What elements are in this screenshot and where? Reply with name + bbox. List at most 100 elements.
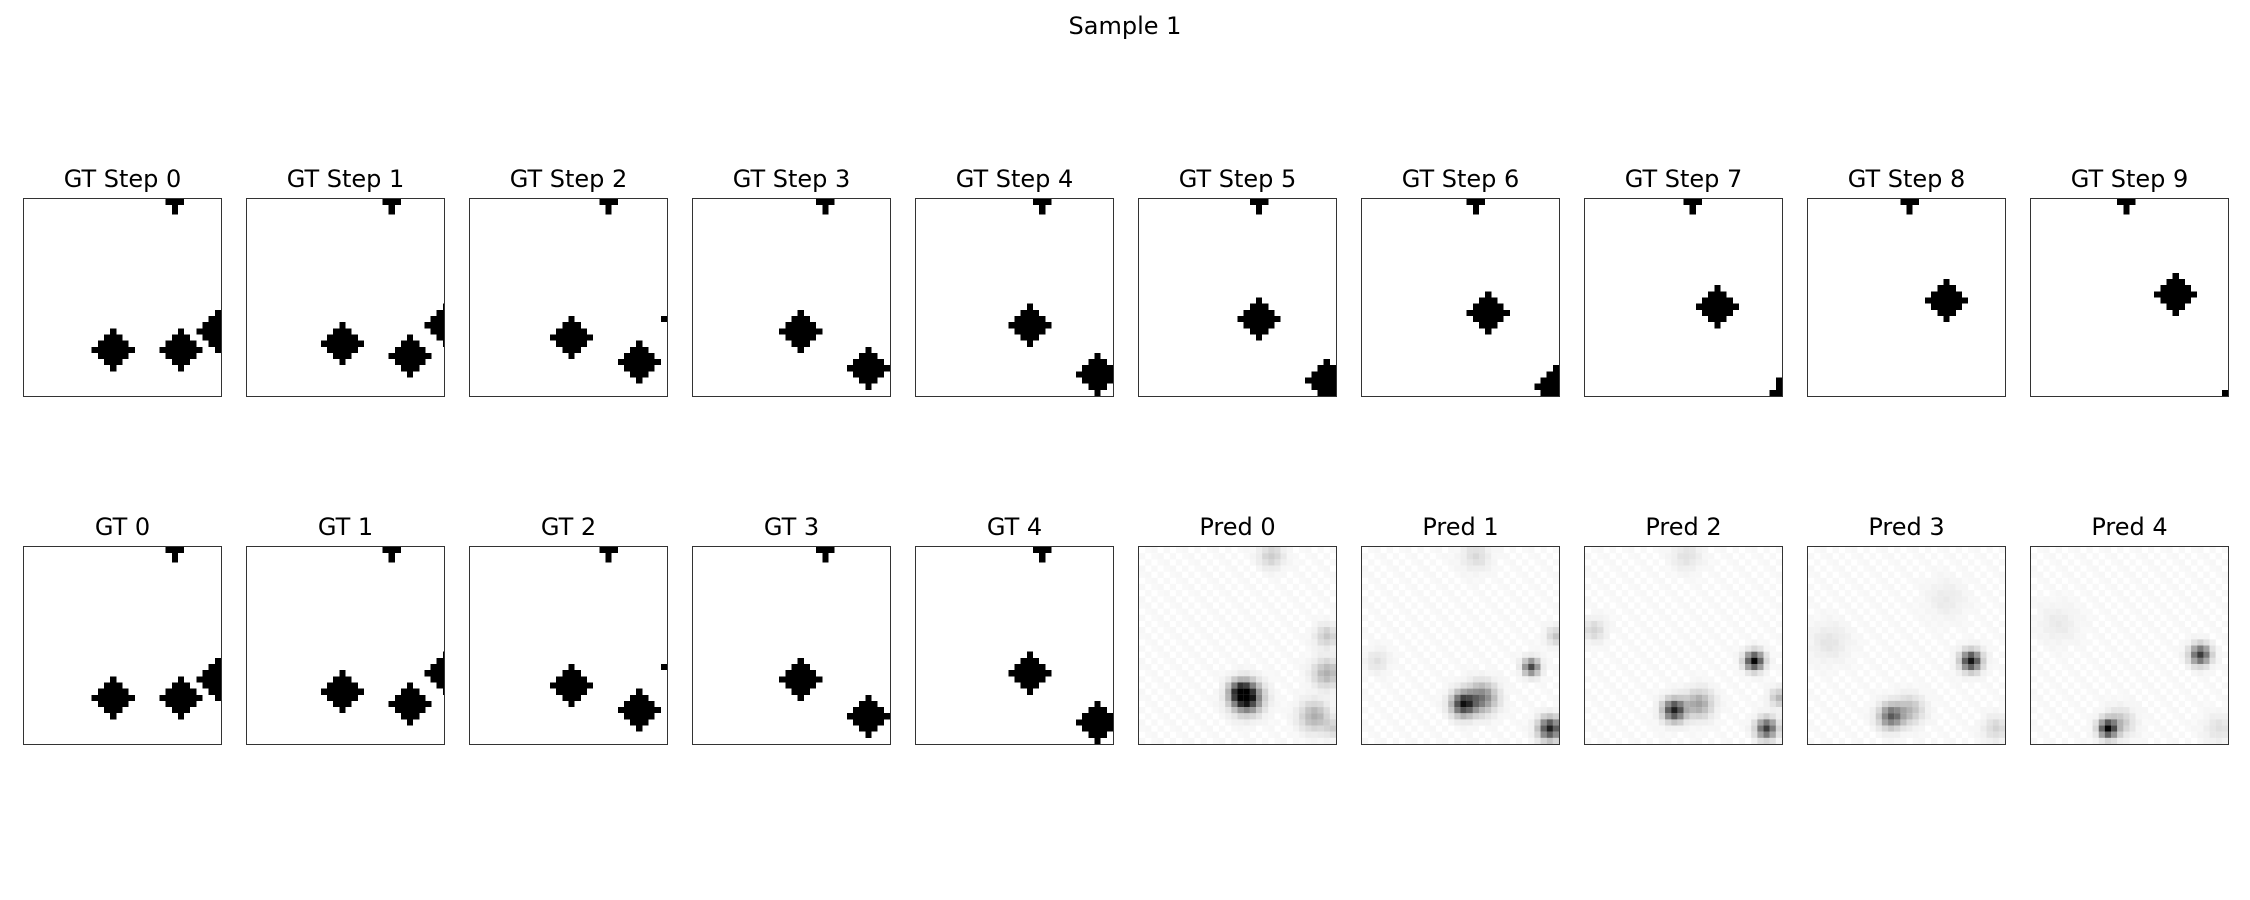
shape-diamond (320, 670, 364, 714)
shape-plus (382, 547, 401, 563)
panel-canvas (916, 547, 1113, 744)
shape-diamond (159, 676, 203, 720)
shape-plus (165, 199, 185, 215)
panel-canvas (1808, 547, 2005, 744)
panel-canvas (470, 199, 667, 396)
panel-canvas (1585, 547, 1782, 744)
shape-diamond (1305, 359, 1336, 396)
shape-diamond (1008, 303, 1052, 347)
panel-image (23, 198, 222, 397)
shape-diamond (196, 657, 221, 701)
shape-dot (2221, 389, 2228, 396)
panel-background (1139, 199, 1336, 396)
panel-canvas (247, 547, 444, 744)
panel-canvas (2031, 199, 2228, 396)
shape-plus (1249, 199, 1269, 215)
shape-diamond (1076, 352, 1113, 396)
panel-canvas (2031, 547, 2228, 744)
panel-title: Pred 3 (1868, 513, 1945, 541)
figure-title: Sample 1 (1068, 12, 1182, 40)
panel-background (916, 199, 1113, 396)
prediction-heatmap (2031, 547, 2228, 744)
panel-background (916, 547, 1113, 744)
panel-canvas (24, 199, 221, 396)
panel-image (1361, 198, 1560, 397)
shape-diamond (550, 663, 594, 708)
panel-title: GT Step 9 (2070, 165, 2189, 193)
shape-diamond (617, 340, 661, 384)
panel-canvas (693, 199, 890, 396)
shape-plus (816, 199, 835, 215)
shape-diamond (196, 309, 221, 353)
shape-plus (1032, 199, 1052, 215)
panel-background (1808, 199, 2005, 396)
shape-diamond (1695, 285, 1739, 329)
panel-image (246, 546, 445, 745)
panel-title: GT Step 3 (732, 165, 851, 193)
shape-plus (1900, 199, 1919, 215)
shape-diamond (779, 309, 823, 353)
shape-diamond (617, 688, 661, 732)
panel-image (1807, 198, 2006, 397)
panel-background (1585, 199, 1782, 396)
panel-image (23, 546, 222, 745)
panel-image (692, 546, 891, 745)
shape-diamond (846, 346, 890, 390)
panel-title: Pred 2 (1645, 513, 1722, 541)
shape-diamond (159, 328, 203, 372)
panel-image (915, 546, 1114, 745)
panel-background (24, 547, 221, 744)
panel-title: GT Step 8 (1847, 165, 1966, 193)
panel-image (1584, 546, 1783, 745)
panel-title: GT Step 2 (509, 165, 628, 193)
shape-diamond (424, 651, 444, 695)
panel-image (1138, 546, 1337, 745)
panel-title: GT Step 1 (286, 165, 405, 193)
panel-title: GT 3 (763, 513, 820, 541)
shape-dot (660, 315, 667, 323)
panel-background (24, 199, 221, 396)
shape-corner (1769, 377, 1782, 396)
prediction-heatmap (1139, 547, 1336, 744)
shape-plus (816, 547, 835, 563)
panel-image (2030, 198, 2229, 397)
panel-title: GT Step 4 (955, 165, 1074, 193)
shape-plus (599, 547, 618, 563)
shape-diamond (2154, 272, 2198, 316)
panel-canvas (470, 547, 667, 744)
panel-canvas (1139, 199, 1336, 396)
shape-diamond (91, 676, 135, 720)
shape-diamond (1466, 291, 1510, 335)
shape-diamond (779, 657, 823, 701)
panel-background (1362, 199, 1559, 396)
panel-title: GT 2 (540, 513, 597, 541)
shape-diamond (1008, 651, 1052, 695)
panel-image (1584, 198, 1783, 397)
shape-dot (660, 663, 667, 671)
shape-diamond (1237, 297, 1281, 341)
panel-canvas (1808, 199, 2005, 396)
panel-image (2030, 546, 2229, 745)
prediction-heatmap (1585, 547, 1782, 744)
panel-title: GT Step 0 (63, 165, 182, 193)
panel-image (1807, 546, 2006, 745)
shape-plus (382, 199, 401, 215)
shape-plus (2117, 199, 2136, 215)
shape-plus (1032, 547, 1052, 563)
prediction-heatmap (1808, 547, 2005, 744)
panel-image (915, 198, 1114, 397)
shape-diamond (550, 315, 594, 360)
panel-title: GT Step 6 (1401, 165, 1520, 193)
panel-canvas (24, 547, 221, 744)
panel-canvas (916, 199, 1113, 396)
panel-image (246, 198, 445, 397)
panel-canvas (1585, 199, 1782, 396)
panel-title: GT 4 (986, 513, 1043, 541)
panel-image (1138, 198, 1337, 397)
panel-background (2031, 199, 2228, 396)
shape-diamond (1924, 279, 1969, 323)
shape-diamond (846, 694, 890, 738)
shape-plus (1683, 199, 1702, 215)
shape-plus (599, 199, 618, 215)
panel-title: Pred 4 (2091, 513, 2168, 541)
